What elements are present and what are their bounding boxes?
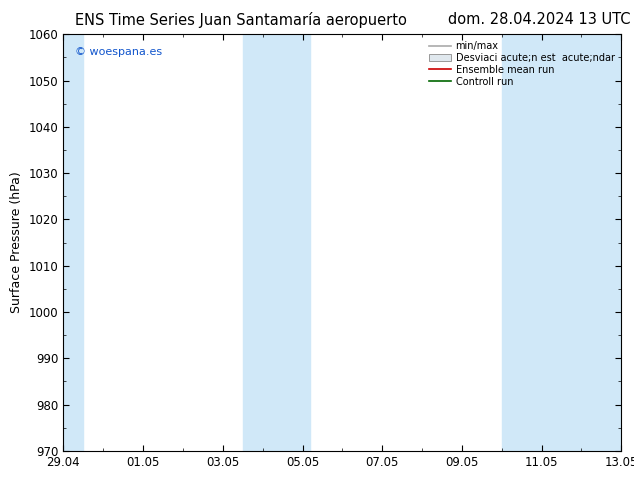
Bar [243,34,311,451]
Text: ENS Time Series Juan Santamaría aeropuerto: ENS Time Series Juan Santamaría aeropuer… [75,12,407,28]
Bar [63,34,83,451]
Text: dom. 28.04.2024 13 UTC: dom. 28.04.2024 13 UTC [448,12,630,27]
Y-axis label: Surface Pressure (hPa): Surface Pressure (hPa) [10,172,23,314]
Bar [501,34,621,451]
Legend: min/max, Desviaci acute;n est  acute;ndar, Ensemble mean run, Controll run: min/max, Desviaci acute;n est acute;ndar… [427,39,616,89]
Text: © woespana.es: © woespana.es [75,47,162,57]
